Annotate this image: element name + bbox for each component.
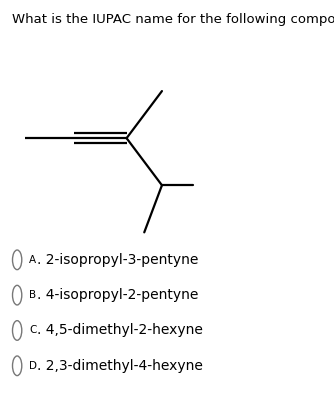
Text: D: D: [29, 361, 37, 371]
Text: . 2,3-dimethyl-4-hexyne: . 2,3-dimethyl-4-hexyne: [37, 359, 203, 373]
Text: . 2-isopropyl-3-pentyne: . 2-isopropyl-3-pentyne: [37, 253, 198, 267]
Text: B: B: [29, 290, 36, 300]
Text: What is the IUPAC name for the following compound?: What is the IUPAC name for the following…: [12, 13, 334, 25]
Text: C: C: [29, 326, 37, 336]
Text: . 4-isopropyl-2-pentyne: . 4-isopropyl-2-pentyne: [37, 288, 198, 302]
Text: . 4,5-dimethyl-2-hexyne: . 4,5-dimethyl-2-hexyne: [37, 324, 203, 338]
Text: A: A: [29, 255, 36, 265]
